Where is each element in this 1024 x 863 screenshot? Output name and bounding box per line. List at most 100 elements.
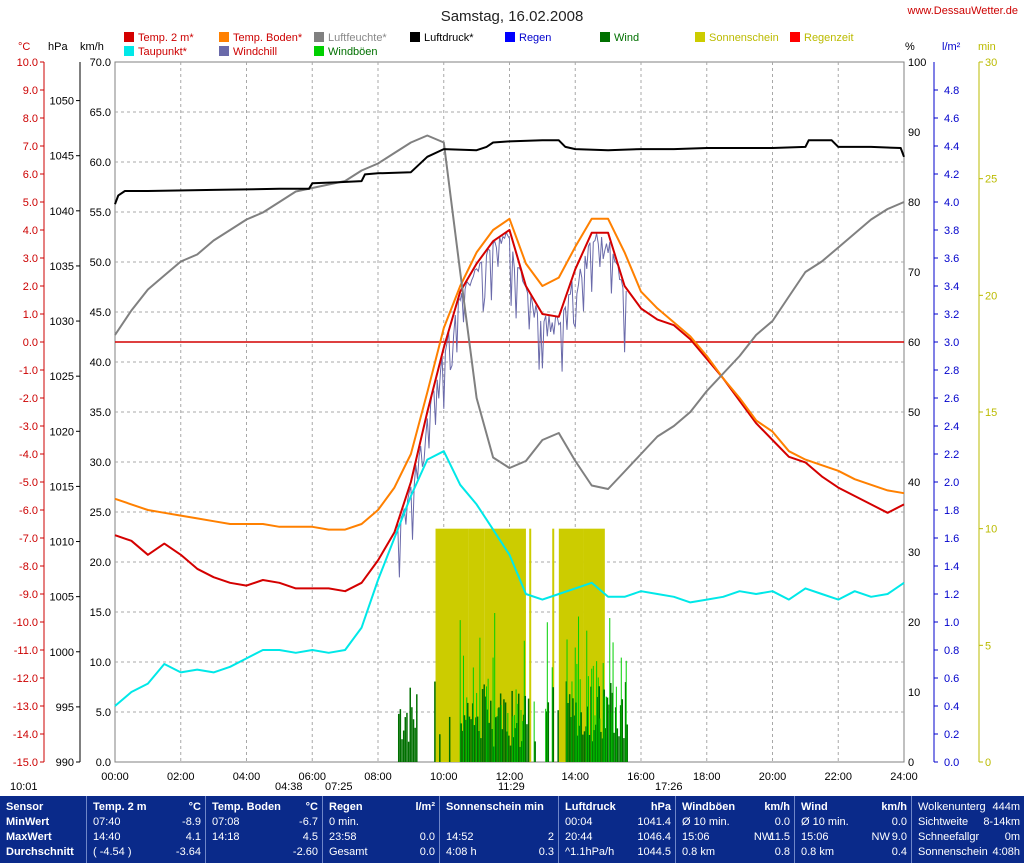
legend-swatch [314, 46, 324, 56]
legend-label: Temp. 2 m* [138, 32, 194, 44]
rain-tick-label: 1.8 [944, 505, 959, 517]
pressure-tick-label: 1045 [50, 151, 74, 163]
stats-luftdruck: Luftdruck hPa 00:04 1041.4 20:44 1046.4 ^1.… [559, 796, 676, 863]
series-temp-boden- [114, 217, 905, 531]
chart-legend: Temp. 2 m* Temp. Boden* Luftfeuchte* Luftdr… [124, 32, 854, 58]
temp-tick-label: -3.0 [19, 421, 38, 433]
temp-tick-label: 5.0 [23, 197, 38, 209]
rain-tick-label: 3.8 [944, 225, 959, 237]
rain-tick-label: 1.0 [944, 617, 959, 629]
temp-tick-label: -15.0 [13, 757, 38, 769]
rain-tick-label: 0.4 [944, 701, 959, 713]
temp-tick-label: -7.0 [19, 533, 38, 545]
legend-label: Temp. Boden* [233, 32, 303, 44]
humidity-tick-label: 70 [908, 267, 920, 279]
pressure-tick-label: 1050 [50, 96, 74, 108]
weather-chart: Samstag, 16.02.2008 www.DessauWetter.de … [12, 5, 1018, 783]
humidity-tick-label: 10 [908, 687, 920, 699]
windchill-line [397, 230, 627, 578]
x-tick-label: 06:00 [298, 771, 326, 783]
stats-extra: Wolkenunterg 444m Sichtweite 8-14km Schnee… [918, 801, 1020, 858]
legend-label: Regenzeit [804, 32, 854, 44]
series-taupunkt- [114, 450, 905, 707]
series-luftfeuchte- [114, 134, 905, 490]
event-time-2: 04:38 [275, 781, 303, 793]
legend-swatch [410, 32, 420, 42]
stats-wind: Wind km/h Ø 10 min. 0.0 15:06 NW 9.0 0.8 km 0… [795, 796, 912, 863]
stats-regen: Regen l/m² 0 min. 23:58 0.0 Gesamt 0.0 [323, 796, 440, 863]
humidity-tick-label: 0 [908, 757, 914, 769]
chart-title: Samstag, 16.02.2008 [441, 8, 584, 25]
site-url: www.DessauWetter.de [907, 5, 1018, 17]
rain-tick-label: 2.4 [944, 421, 959, 433]
temp-tick-label: 4.0 [23, 225, 38, 237]
rain-tick-label: 2.0 [944, 477, 959, 489]
axis-unit-labels: °C hPa km/h% l/m² min [18, 41, 996, 53]
legend-label: Wind [614, 32, 639, 44]
temp-tick-label: -11.0 [14, 645, 38, 657]
pressure-tick-label: 1030 [50, 316, 74, 328]
rain-tick-label: 1.2 [944, 589, 959, 601]
sun-unit: min [978, 41, 996, 53]
rain-tick-label: 0.8 [944, 645, 959, 657]
x-tick-label: 08:00 [364, 771, 392, 783]
x-tick-label: 20:00 [759, 771, 787, 783]
legend-swatch [790, 32, 800, 42]
temp-tick-label: -4.0 [19, 449, 38, 461]
sunshine-bar [529, 528, 532, 762]
x-tick-label: 12:00 [496, 771, 524, 783]
temp-tick-label: -6.0 [19, 505, 38, 517]
legend-swatch [124, 46, 134, 56]
humidity-tick-label: 100 [908, 57, 926, 69]
wind-tick-label: 25.0 [90, 507, 111, 519]
label-avg: Durchschnitt [6, 846, 74, 858]
series-luftdruck- [114, 139, 905, 205]
pressure-tick-label: 995 [56, 702, 74, 714]
legend-label: Taupunkt* [138, 46, 188, 58]
sun-tick-label: 15 [985, 407, 997, 419]
legend-swatch [505, 32, 515, 42]
temp-tick-label: 2.0 [23, 281, 38, 293]
temp-tick-label: 10.0 [17, 57, 38, 69]
temp-tick-label: -13.0 [13, 701, 38, 713]
rain-tick-label: 0.6 [944, 673, 959, 685]
pressure-tick-label: 1035 [50, 261, 74, 273]
legend-label: Luftdruck* [424, 32, 474, 44]
sun-tick-label: 20 [985, 290, 997, 302]
x-tick-label: 02:00 [167, 771, 195, 783]
pressure-tick-label: 1005 [50, 592, 74, 604]
sunshine-bar [552, 528, 555, 762]
temp-tick-label: 9.0 [23, 85, 38, 97]
rain-tick-label: 1.4 [944, 561, 959, 573]
temp-tick-label: -10.0 [13, 617, 38, 629]
event-time-1: 10:01 [10, 781, 38, 793]
sun-tick-label: 5 [985, 640, 991, 652]
legend-label: Regen [519, 32, 551, 44]
legend-label: Luftfeuchte* [328, 32, 387, 44]
x-tick-label: 14:00 [561, 771, 589, 783]
stats-boden: Temp. Boden °C 07:08 -6.7 14:18 4.5 -2.60 [206, 796, 323, 863]
stats-temp2m: Temp. 2 m °C 07:40 -8.9 14:40 4.1 ( -4.54 )… [87, 796, 206, 863]
humidity-unit: % [905, 41, 915, 53]
statistics-panel: Sensor MinWert MaxWert Durchschnitt Temp… [0, 796, 1024, 863]
wind-tick-label: 10.0 [90, 657, 111, 669]
event-time-5: 17:26 [655, 781, 683, 793]
rain-tick-label: 3.2 [944, 309, 959, 321]
wind-unit: km/h [80, 41, 104, 53]
pressure-tick-label: 1020 [50, 426, 74, 438]
legend-swatch [695, 32, 705, 42]
humidity-tick-label: 80 [908, 197, 920, 209]
temp-tick-label: 3.0 [23, 253, 38, 265]
wind-tick-label: 70.0 [90, 57, 111, 69]
pressure-tick-label: 1040 [50, 206, 74, 218]
x-tick-label: 10:00 [430, 771, 458, 783]
temp-unit: °C [18, 41, 30, 53]
rain-tick-label: 2.6 [944, 393, 959, 405]
temp-tick-label: -14.0 [13, 729, 38, 741]
pressure-unit: hPa [48, 41, 68, 53]
x-tick-label: 04:00 [233, 771, 261, 783]
temp-tick-label: -2.0 [19, 393, 38, 405]
label-sensor: Sensor [6, 801, 44, 813]
pressure-tick-label: 1010 [50, 537, 74, 549]
